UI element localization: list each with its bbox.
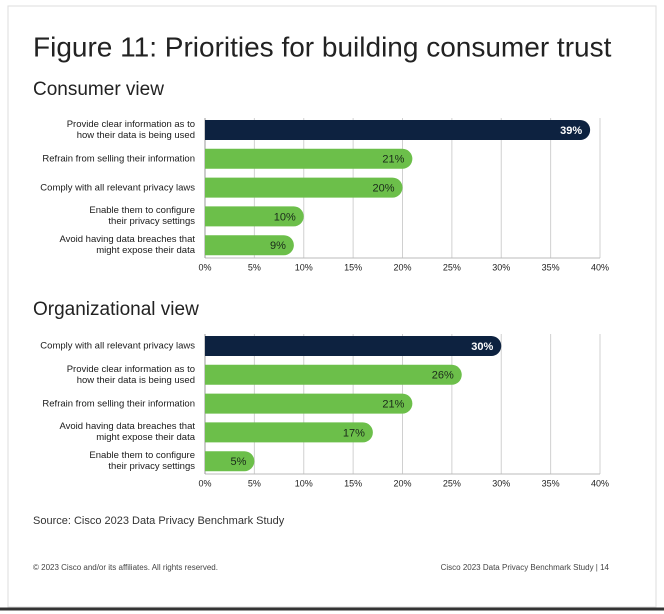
value-label: 26%	[432, 370, 454, 382]
category-label: Avoid having data breaches that might ex…	[59, 234, 195, 257]
category-label: Avoid having data breaches that might ex…	[59, 421, 195, 444]
x-tick-label: 5%	[248, 478, 261, 488]
bar	[205, 393, 413, 414]
bar	[205, 336, 502, 356]
footer-left: © 2023 Cisco and/or its affiliates. All …	[33, 563, 218, 572]
x-tick-label: 30%	[492, 478, 510, 488]
x-tick-label: 0%	[198, 262, 211, 272]
bar	[205, 235, 294, 256]
chart-subtitle: Consumer view	[33, 79, 164, 100]
value-label: 17%	[343, 427, 365, 439]
x-tick-label: 5%	[248, 262, 261, 272]
category-label: Comply with all relevant privacy laws	[40, 182, 195, 194]
x-tick-label: 10%	[295, 478, 313, 488]
footer-right: Cisco 2023 Data Privacy Benchmark Study …	[441, 563, 610, 572]
x-tick-label: 20%	[393, 262, 411, 272]
bar	[205, 364, 462, 385]
bar	[205, 120, 591, 140]
category-label: Enable them to configure their privacy s…	[89, 205, 195, 228]
category-label: Comply with all relevant privacy laws	[40, 340, 195, 352]
bar	[205, 148, 413, 169]
frame	[7, 5, 657, 608]
x-tick-label: 40%	[591, 478, 609, 488]
x-tick-label: 0%	[198, 478, 211, 488]
value-label: 21%	[382, 154, 404, 166]
value-label: 9%	[270, 240, 286, 252]
value-label: 30%	[471, 341, 493, 353]
x-tick-label: 15%	[344, 262, 362, 272]
x-tick-label: 25%	[443, 262, 461, 272]
value-label: 20%	[372, 183, 394, 195]
x-tick-label: 20%	[393, 478, 411, 488]
x-tick-label: 35%	[542, 262, 560, 272]
x-tick-label: 10%	[295, 262, 313, 272]
bar	[205, 206, 304, 227]
bar	[205, 451, 255, 472]
x-tick-label: 15%	[344, 478, 362, 488]
bar	[205, 422, 373, 443]
x-tick-label: 30%	[492, 262, 510, 272]
source: Source: Cisco 2023 Data Privacy Benchmar…	[33, 515, 285, 527]
x-tick-label: 35%	[542, 478, 560, 488]
category-label: Refrain from selling their information	[42, 398, 195, 410]
x-tick-label: 25%	[443, 478, 461, 488]
value-label: 5%	[230, 456, 246, 468]
value-label: 10%	[274, 211, 296, 223]
category-label: Provide clear information as to how thei…	[66, 119, 195, 141]
x-tick-label: 40%	[591, 262, 609, 272]
page-title: Figure 11: Priorities for building consu…	[33, 31, 612, 62]
bar	[205, 177, 403, 198]
category-label: Provide clear information as to how thei…	[66, 363, 195, 386]
value-label: 21%	[382, 399, 404, 411]
category-label: Enable them to configure their privacy s…	[89, 450, 195, 473]
category-label: Refrain from selling their information	[42, 153, 195, 165]
value-label: 39%	[560, 125, 582, 137]
chart-subtitle: Organizational view	[33, 299, 199, 320]
